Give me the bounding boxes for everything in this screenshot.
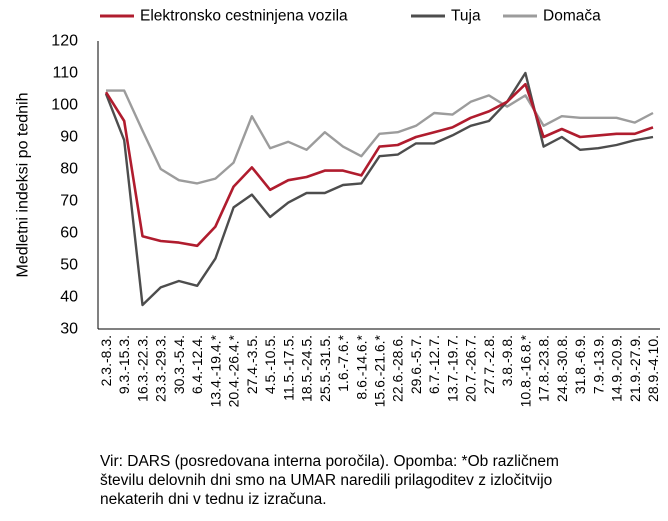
series-line-1 [104, 71, 654, 307]
x-tick-label: 23.3.-29.3. [153, 335, 169, 402]
y-tick-label: 120 [51, 33, 78, 50]
x-tick-label: 24.8.-30.8. [554, 335, 570, 402]
x-tick-label: 18.5.-24.5. [299, 335, 315, 402]
legend-label: Domača [543, 8, 601, 25]
x-tick-label: 2.3.-8.3. [98, 335, 114, 386]
source-note-line-3: nekaterih dni v tednu iz izračuna. [100, 491, 327, 508]
x-tick-label: 29.6.-5.7. [408, 335, 424, 394]
y-tick-label: 110 [52, 65, 78, 82]
source-note-line-2: številu delovnih dni smo na UMAR naredil… [100, 472, 553, 489]
x-tick-label: 31.8.-6.9. [572, 335, 588, 394]
x-tick-label: 16.3.-22.3. [134, 335, 150, 402]
x-tick-label: 9.3.-15.3. [116, 335, 132, 394]
y-tick-label: 100 [51, 97, 78, 114]
x-tick-label: 20.7.-26.7. [463, 335, 479, 402]
source-note-line-1: Vir: DARS (posredovana interna poročila)… [100, 453, 559, 470]
x-tick-label: 6.4.-12.4. [189, 335, 205, 394]
legend-label: Tuja [451, 8, 481, 25]
x-tick-label: 4.5.-10.5. [262, 335, 278, 394]
x-tick-label: 7.9.-13.9. [590, 335, 606, 394]
x-tick-label: 30.3.-5.4. [171, 335, 187, 394]
y-tick-label: 60 [60, 225, 78, 242]
series-line-0 [104, 82, 654, 248]
x-tick-label: 13.4.-19.4.* [207, 334, 223, 407]
series-lines [104, 71, 654, 307]
x-tick-label: 3.8.-9.8. [499, 335, 515, 386]
x-tick-label: 21.9.-27.9. [627, 335, 643, 402]
x-tick-label: 17.8.-23.8. [536, 335, 552, 402]
x-tick-label: 15.6.-21.6.* [372, 334, 388, 407]
y-tick-label: 50 [60, 257, 78, 274]
x-tick-label: 25.5.-31.5. [317, 335, 333, 402]
x-tick-label: 27.7.-2.8. [481, 335, 497, 394]
legend-label: Elektronsko cestninjena vozila [140, 8, 348, 25]
source-note: Vir: DARS (posredovana interna poročila)… [100, 452, 640, 509]
x-tick-label: 8.6.-14.6.* [353, 334, 369, 399]
x-tick-label: 1.6.-7.6.* [335, 334, 351, 391]
x-tick-label: 20.4.-26.4.* [226, 334, 242, 407]
x-tick-label: 13.7.-19.7. [444, 335, 460, 402]
y-axis: 30 40 50 60 70 80 90 100 110 120 [51, 33, 99, 338]
x-tick-label: 10.8.-16.8.* [517, 334, 533, 407]
chart-legend: Elektronsko cestninjena vozila Tuja Domača [100, 8, 601, 25]
x-tick-label: 6.7.-12.7. [426, 335, 442, 394]
line-chart: Elektronsko cestninjena vozila Tuja Domača… [15, 8, 662, 408]
y-tick-label: 40 [60, 289, 78, 306]
x-tick-label: 22.6.-28.6. [390, 335, 406, 402]
series-line-2 [106, 89, 654, 185]
x-tick-label: 14.9.-20.9. [609, 335, 625, 402]
y-tick-label: 30 [60, 321, 78, 338]
x-tick-label: 11.5.-17.5. [280, 335, 296, 401]
x-axis: 2.3.-8.3. 9.3.-15.3. 16.3.-22.3. 23.3.-29.3… [98, 328, 661, 407]
y-tick-label: 70 [60, 193, 78, 210]
y-tick-label: 90 [60, 129, 78, 146]
y-axis-title: Medletni indeksi po tednih [15, 92, 32, 277]
x-tick-label: 27.4.-3.5. [244, 335, 260, 394]
x-tick-label: 28.9.-4.10. [645, 335, 661, 402]
y-tick-label: 80 [60, 161, 78, 178]
